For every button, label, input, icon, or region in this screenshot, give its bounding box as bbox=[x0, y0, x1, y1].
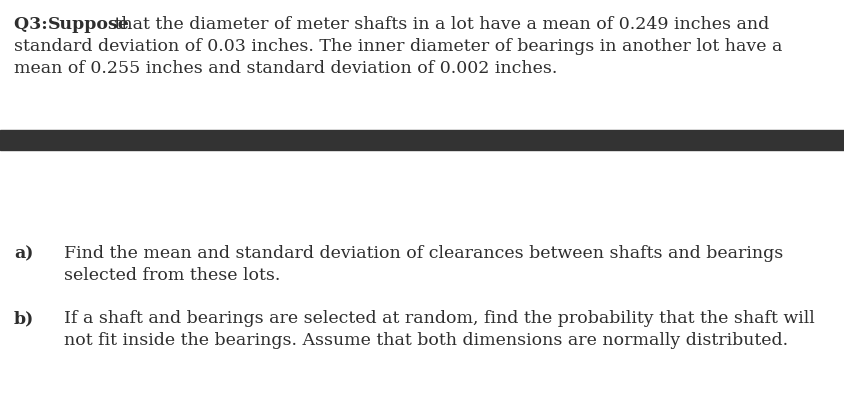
Text: If a shaft and bearings are selected at random, find the probability that the sh: If a shaft and bearings are selected at … bbox=[64, 310, 814, 327]
Text: not fit inside the bearings. Assume that both dimensions are normally distribute: not fit inside the bearings. Assume that… bbox=[64, 332, 788, 349]
Text: mean of 0.255 inches and standard deviation of 0.002 inches.: mean of 0.255 inches and standard deviat… bbox=[14, 60, 557, 77]
Text: a): a) bbox=[14, 245, 34, 262]
Text: Find the mean and standard deviation of clearances between shafts and bearings: Find the mean and standard deviation of … bbox=[64, 245, 783, 262]
Text: Suppose: Suppose bbox=[48, 16, 130, 33]
Text: selected from these lots.: selected from these lots. bbox=[64, 267, 280, 284]
Bar bbox=[0, 130, 844, 150]
Text: that the diameter of meter shafts in a lot have a mean of 0.249 inches and: that the diameter of meter shafts in a l… bbox=[109, 16, 769, 33]
Text: Q3:: Q3: bbox=[14, 16, 54, 33]
Text: b): b) bbox=[14, 310, 35, 327]
Text: standard deviation of 0.03 inches. The inner diameter of bearings in another lot: standard deviation of 0.03 inches. The i… bbox=[14, 38, 782, 55]
